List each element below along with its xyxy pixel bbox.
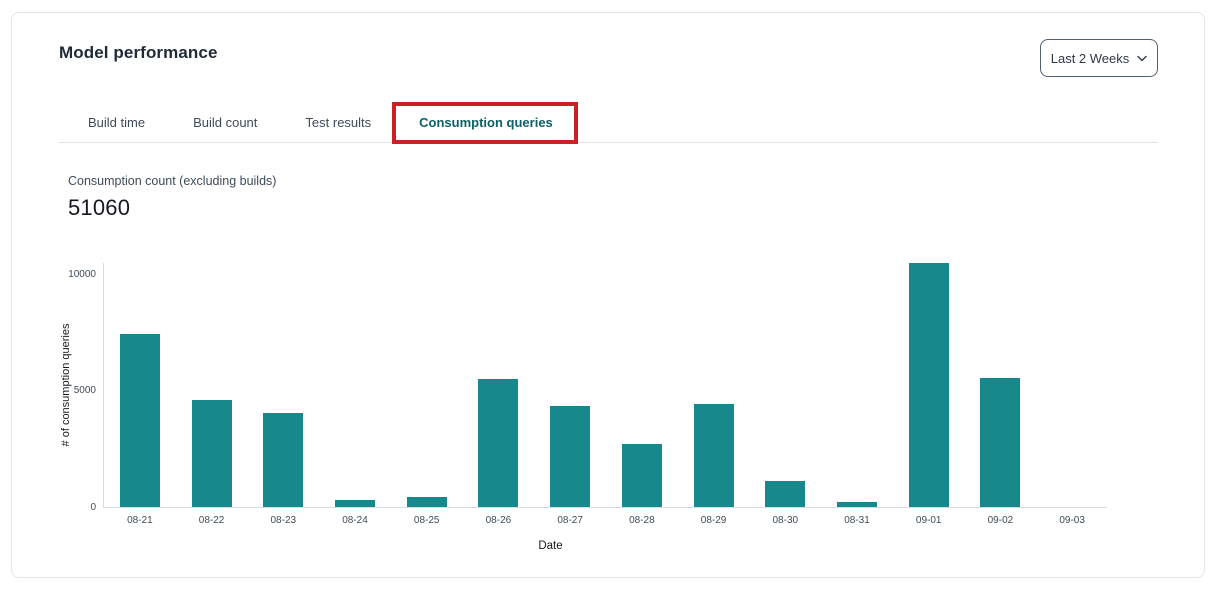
tab-bar: Build time Build count Test results Cons… <box>59 102 1158 144</box>
metric-label: Consumption count (excluding builds) <box>68 174 277 188</box>
tab-build-count[interactable]: Build count <box>193 115 258 130</box>
x-tick-label: 09-03 <box>1059 515 1085 526</box>
x-tick-label: 08-30 <box>772 515 799 526</box>
bar-08-24[interactable] <box>334 499 375 507</box>
bar-08-22[interactable] <box>191 400 232 507</box>
tab-test-results[interactable]: Test results <box>305 115 372 130</box>
x-tick-label: 08-29 <box>700 515 727 526</box>
bar-slot: 08-26 <box>463 263 535 526</box>
tab-build-time[interactable]: Build time <box>88 115 146 130</box>
bar-slot: 08-27 <box>534 263 606 526</box>
bar-slot: 09-02 <box>965 263 1037 526</box>
bar-slot: 08-29 <box>678 263 750 526</box>
bar-slot: 08-31 <box>821 263 893 526</box>
y-tick-label: 10000 <box>68 268 96 280</box>
tab-consumption-queries-label: Consumption queries <box>419 115 553 130</box>
bar-slot: 08-23 <box>247 263 319 526</box>
bar-slot: 08-22 <box>176 263 248 526</box>
metric-value: 51060 <box>68 195 131 220</box>
bar-09-01[interactable] <box>908 263 949 507</box>
bar-08-30[interactable] <box>765 480 806 507</box>
x-tick-label: 08-26 <box>485 515 512 526</box>
model-performance-card: Model performance Last 2 Weeks Build tim… <box>11 12 1205 578</box>
x-tick-label: 08-23 <box>270 515 297 526</box>
x-tick-label: 08-21 <box>127 515 153 526</box>
time-range-dropdown[interactable]: Last 2 Weeks <box>1040 39 1158 77</box>
tab-consumption-queries[interactable]: Consumption queries <box>392 102 578 144</box>
bar-08-31[interactable] <box>836 502 877 507</box>
x-tick-label: 08-22 <box>198 515 225 526</box>
bar-09-02[interactable] <box>980 377 1021 507</box>
bar-08-23[interactable] <box>263 413 304 507</box>
time-range-value: Last 2 Weeks <box>1050 50 1130 66</box>
bar-slot: 08-21 <box>104 263 176 526</box>
bar-08-26[interactable] <box>478 378 519 507</box>
bar-08-25[interactable] <box>406 496 447 507</box>
x-tick-label: 08-25 <box>413 515 440 526</box>
x-axis-label: Date <box>538 540 563 552</box>
x-tick-label: 08-31 <box>844 515 870 526</box>
x-tick-label: 09-02 <box>987 515 1014 526</box>
bar-slot: 08-30 <box>749 263 821 526</box>
x-tick-label: 08-24 <box>342 515 368 526</box>
x-tick-label: 08-27 <box>557 515 583 526</box>
bar-slot: 09-01 <box>893 263 965 526</box>
x-tick-label: 09-01 <box>915 515 942 526</box>
bar-slot: 08-28 <box>606 263 678 526</box>
bar-08-27[interactable] <box>550 405 591 507</box>
y-tick-label: 5000 <box>73 385 96 397</box>
bar-slot: 08-24 <box>319 263 391 526</box>
bar-08-21[interactable] <box>119 333 160 507</box>
chevron-down-icon <box>1137 55 1147 62</box>
bar-08-28[interactable] <box>621 444 662 507</box>
bar-08-29[interactable] <box>693 403 734 507</box>
page-title: Model performance <box>59 43 218 62</box>
y-tick-label: 0 <box>90 502 96 513</box>
x-tick-label: 08-28 <box>629 515 655 526</box>
bar-slot: 08-25 <box>391 263 463 526</box>
bar-slot: 09-03 <box>1036 263 1108 526</box>
plot-area: Date 0 5000 10000 08-21 08-22 08-23 08-24 08-25… <box>68 263 1108 552</box>
